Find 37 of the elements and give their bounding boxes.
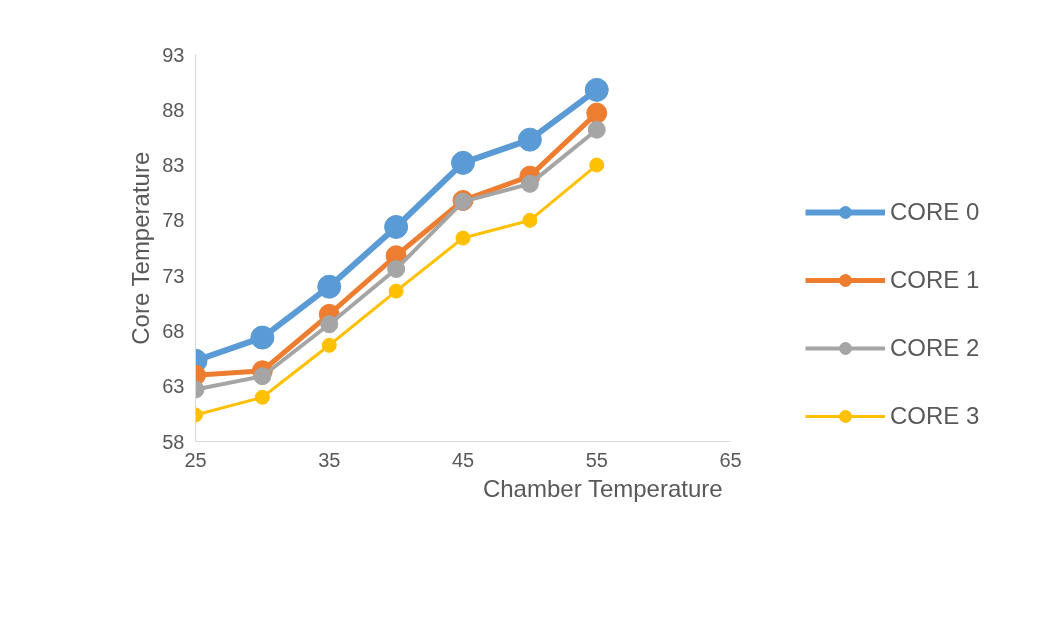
y-tick-label: 83 — [162, 154, 185, 177]
point — [317, 274, 342, 299]
point — [520, 174, 539, 193]
point — [321, 337, 337, 353]
x-tick-label: 35 — [318, 448, 341, 471]
point — [384, 215, 409, 239]
point — [455, 230, 471, 246]
point — [584, 77, 609, 102]
point — [254, 389, 270, 405]
x-tick-label: 45 — [451, 448, 475, 471]
y-tick-label: 78 — [162, 209, 185, 232]
point — [589, 157, 605, 173]
legend-label: CORE 2 — [890, 334, 980, 362]
y-tick-label: 58 — [162, 430, 185, 453]
point — [387, 260, 406, 278]
point — [586, 102, 608, 124]
legend-label: CORE 0 — [890, 198, 980, 226]
y-tick-label: 93 — [162, 43, 185, 66]
x-tick-label: 25 — [184, 448, 207, 471]
point — [253, 367, 272, 386]
point — [388, 283, 404, 299]
point — [320, 315, 339, 334]
point — [522, 212, 538, 228]
legend-label: CORE 1 — [890, 266, 980, 294]
point — [451, 150, 475, 175]
x-tick-label: 65 — [719, 448, 742, 471]
y-tick-label: 63 — [162, 375, 185, 398]
x-tick-label: 55 — [585, 448, 608, 471]
point — [587, 120, 606, 139]
x-axis-title: Chamber Temperature — [482, 474, 723, 502]
legend-label: CORE 3 — [890, 402, 980, 430]
point — [250, 325, 275, 350]
y-tick-label: 68 — [162, 319, 185, 342]
y-axis-title: Core Temperature — [127, 151, 155, 345]
point — [517, 127, 542, 152]
y-tick-label: 88 — [162, 98, 185, 121]
y-tick-label: 73 — [162, 264, 185, 287]
